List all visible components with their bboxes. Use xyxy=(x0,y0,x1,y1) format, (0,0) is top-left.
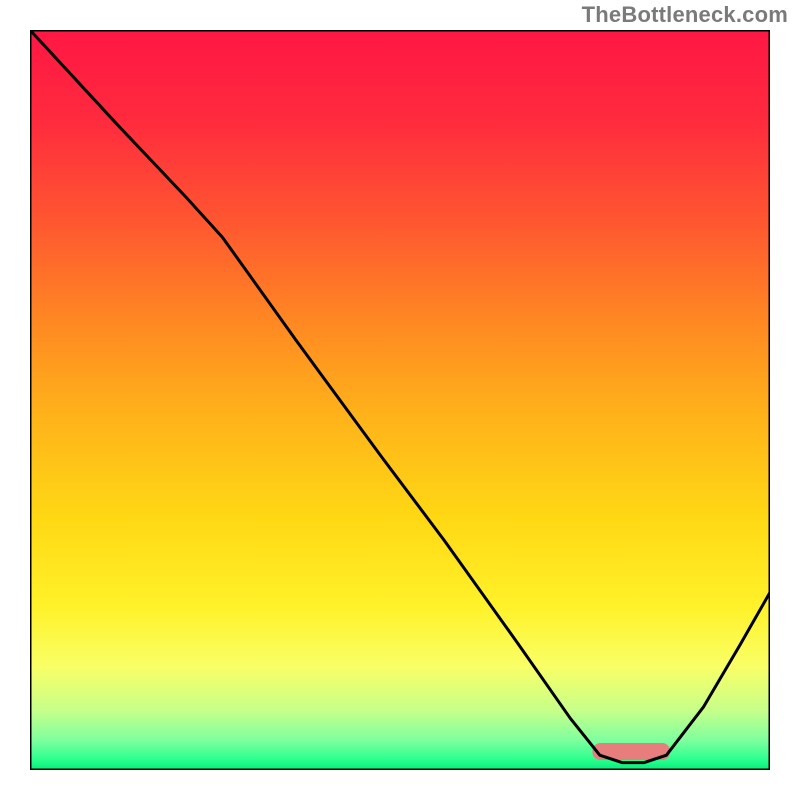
plot-area xyxy=(30,30,770,770)
gradient-background xyxy=(30,30,770,770)
watermark-text: TheBottleneck.com xyxy=(582,2,788,28)
bottleneck-chart xyxy=(0,0,800,800)
chart-container: TheBottleneck.com xyxy=(0,0,800,800)
